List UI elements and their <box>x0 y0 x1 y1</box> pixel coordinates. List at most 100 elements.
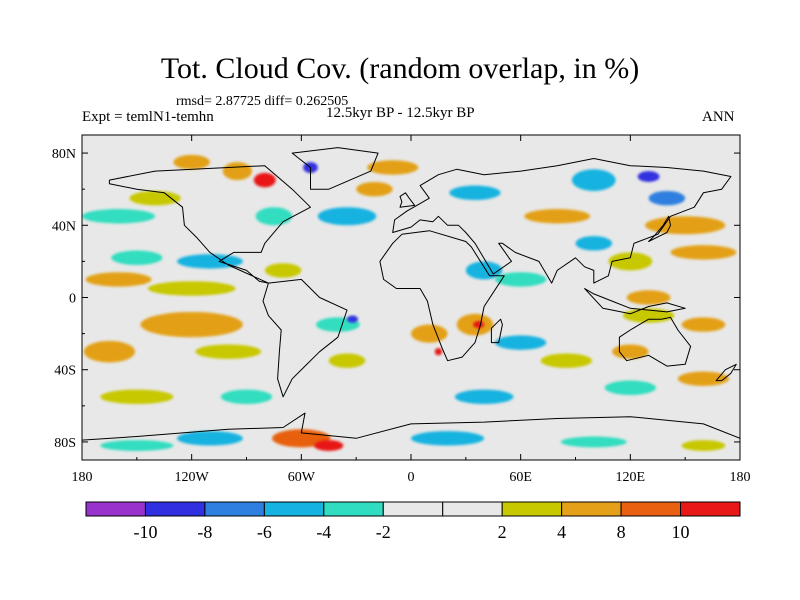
anomaly-patch <box>473 320 485 329</box>
colorbar-label: -4 <box>316 522 331 542</box>
coastlines <box>82 147 740 441</box>
y-tick-label: 80N <box>52 147 76 162</box>
period-label: 12.5kyr BP - 12.5kyr BP <box>326 105 475 121</box>
anomaly-patch <box>83 340 136 363</box>
colorbar-swatch <box>204 501 265 517</box>
anomaly-patch <box>272 429 331 448</box>
colorbar-label: -6 <box>257 522 272 542</box>
anomaly-patch <box>637 171 660 182</box>
y-tick-label: 0 <box>69 292 76 307</box>
y-tick-label: 80S <box>54 436 76 451</box>
anomaly-patch <box>328 353 366 368</box>
colorbar-label: 2 <box>498 522 507 542</box>
colorbar-swatch <box>323 501 384 517</box>
anomaly-patch <box>540 353 592 368</box>
anomaly-patch <box>347 315 358 323</box>
x-tick-label: 180 <box>730 470 751 485</box>
colorbar-swatch <box>501 501 563 517</box>
anomaly-field <box>82 154 737 451</box>
anomaly-patch <box>253 172 276 188</box>
stats-text: rmsd= 2.87725 diff= 0.262505 <box>176 94 349 109</box>
x-tick-label: 60W <box>288 470 316 485</box>
anomaly-patch <box>177 254 243 269</box>
anomaly-patch <box>255 207 293 226</box>
anomaly-patch <box>147 281 236 296</box>
colorbar-swatch <box>680 501 741 517</box>
colorbar-swatch <box>561 501 622 517</box>
season-label: ANN <box>702 109 735 125</box>
coastline-british-isles <box>399 192 416 208</box>
anomaly-patch <box>111 250 163 265</box>
anomaly-patch <box>100 389 174 405</box>
coastline-japan <box>648 215 671 242</box>
anomaly-patch <box>195 344 262 359</box>
colorbar-label: 4 <box>557 522 566 542</box>
anomaly-patch <box>495 335 547 350</box>
anomaly-patch <box>129 190 181 206</box>
coastline-greenland <box>291 147 379 190</box>
y-tick-label: 40N <box>52 219 76 234</box>
experiment-label: Expt = temlN1-temhn <box>82 109 214 125</box>
anomaly-patch <box>100 440 174 451</box>
anomaly-patch <box>449 185 501 200</box>
anomaly-patch <box>434 348 443 356</box>
x-tick-label: 0 <box>408 470 415 485</box>
anomaly-patch <box>411 324 448 343</box>
anomaly-patch <box>524 209 591 224</box>
anomaly-patch <box>681 317 726 332</box>
anomaly-patch <box>612 344 649 359</box>
colorbar: -10 -8 -6 -4 -2 2 4 8 10 <box>85 501 741 542</box>
coastline-australia <box>618 316 692 367</box>
anomaly-patch <box>644 216 726 235</box>
colorbar-label: 10 <box>672 522 690 542</box>
axis-ticks: 180 120W 60W 0 60E 120E 180 80N 40N 0 40S 80S <box>52 135 751 485</box>
colorbar-swatch <box>382 501 444 517</box>
anomaly-patch <box>411 431 485 446</box>
anomaly-patch <box>454 389 514 405</box>
chart-title: Tot. Cloud Cov. (random overlap, in %) <box>160 52 640 85</box>
anomaly-patch <box>626 290 671 305</box>
anomaly-patch <box>82 209 156 224</box>
anomaly-patch <box>670 245 737 260</box>
coastline-new-zealand <box>715 363 737 382</box>
x-tick-label: 180 <box>72 470 93 485</box>
coastline-south-america <box>262 278 348 398</box>
anomaly-patch <box>317 207 377 226</box>
colorbar-label: -2 <box>376 522 391 542</box>
anomaly-patch <box>220 389 273 405</box>
x-tick-label: 60E <box>509 470 532 485</box>
anomaly-patch <box>222 162 252 181</box>
colorbar-swatch <box>442 501 503 517</box>
colorbar-label: -8 <box>197 522 212 542</box>
anomaly-patch <box>314 440 344 451</box>
anomaly-patch <box>173 154 210 170</box>
anomaly-patch <box>648 190 686 206</box>
anomaly-patch <box>604 380 656 395</box>
coastline-indonesia <box>584 288 686 315</box>
anomaly-patch <box>575 236 613 251</box>
anomaly-patch <box>264 263 302 278</box>
anomaly-patch <box>571 169 616 191</box>
anomaly-patch <box>367 160 419 175</box>
coastline-eurasia <box>392 158 732 284</box>
colorbar-label: -10 <box>133 522 157 542</box>
y-tick-label: 40S <box>54 364 76 379</box>
anomaly-patch <box>140 311 243 338</box>
colorbar-swatch <box>263 501 325 517</box>
colorbar-swatch <box>620 501 682 517</box>
colorbar-label: 8 <box>617 522 626 542</box>
anomaly-patch <box>560 436 627 448</box>
anomaly-patch <box>85 272 152 287</box>
anomaly-patch <box>356 181 393 197</box>
anomaly-patch <box>177 431 243 446</box>
colorbar-swatch <box>85 501 146 517</box>
coastline-north-america <box>108 165 311 284</box>
coastline-africa <box>379 230 505 362</box>
anomaly-patch <box>681 440 726 451</box>
anomaly-patch <box>495 272 547 287</box>
colorbar-swatch <box>144 501 206 517</box>
anomaly-patch <box>677 371 730 386</box>
anomaly-patch <box>608 252 653 271</box>
x-tick-label: 120W <box>175 470 210 485</box>
